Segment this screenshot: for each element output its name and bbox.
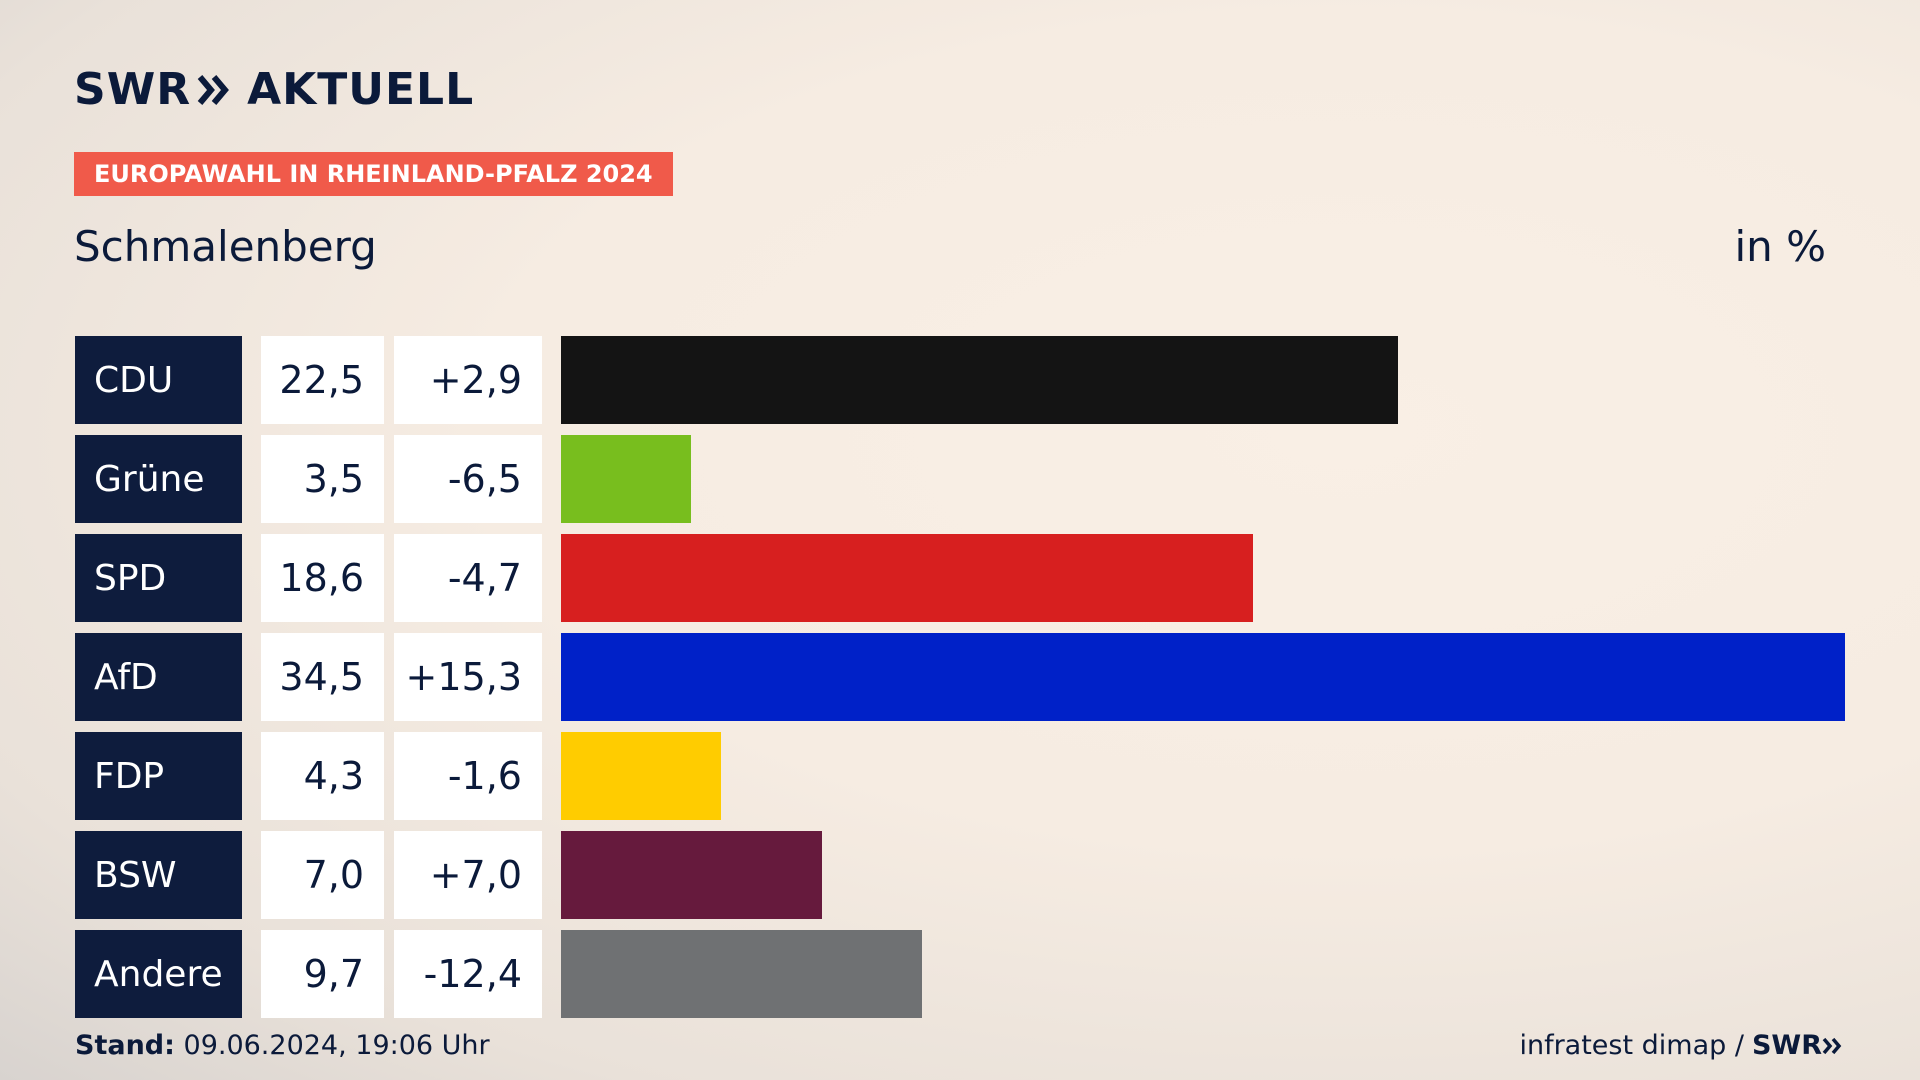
chart-row: BSW 7,0 +7,0 (0, 831, 1920, 919)
chart-row: FDP 4,3 -1,6 (0, 732, 1920, 820)
change-label: +15,3 (394, 633, 542, 721)
chart-row: SPD 18,6 -4,7 (0, 534, 1920, 622)
bar (561, 633, 1845, 721)
stand-label: Stand: (75, 1030, 175, 1061)
change-label: -1,6 (394, 732, 542, 820)
chart-row: CDU 22,5 +2,9 (0, 336, 1920, 424)
chart-row: Andere 9,7 -12,4 (0, 930, 1920, 1018)
chart-row: AfD 34,5 +15,3 (0, 633, 1920, 721)
party-label: SPD (75, 534, 242, 622)
value-label: 18,6 (261, 534, 384, 622)
change-label: -12,4 (394, 930, 542, 1018)
bar (561, 831, 822, 919)
party-label: CDU (75, 336, 242, 424)
source-text: infratest dimap / (1519, 1030, 1744, 1061)
swr-small-logo: SWR (1752, 1030, 1844, 1061)
swr-aktuell-logo: SWR AKTUELL (74, 64, 474, 115)
value-label: 4,3 (261, 732, 384, 820)
change-label: -4,7 (394, 534, 542, 622)
value-label: 7,0 (261, 831, 384, 919)
double-chevron-small-icon (1822, 1037, 1842, 1054)
election-badge: EUROPAWAHL IN RHEINLAND-PFALZ 2024 (74, 152, 673, 196)
value-label: 3,5 (261, 435, 384, 523)
source-brand: SWR (1751, 1030, 1822, 1061)
unit-label: in % (1734, 222, 1826, 271)
party-label: Grüne (75, 435, 242, 523)
value-label: 34,5 (261, 633, 384, 721)
value-label: 9,7 (261, 930, 384, 1018)
change-label: +7,0 (394, 831, 542, 919)
bar (561, 336, 1398, 424)
value-label: 22,5 (261, 336, 384, 424)
change-label: +2,9 (394, 336, 542, 424)
chart-row: Grüne 3,5 -6,5 (0, 435, 1920, 523)
brand-product: AKTUELL (247, 64, 475, 115)
change-label: -6,5 (394, 435, 542, 523)
location-title: Schmalenberg (74, 222, 377, 271)
party-label: AfD (75, 633, 242, 721)
double-chevron-icon (197, 73, 231, 107)
party-label: Andere (75, 930, 242, 1018)
timestamp: Stand: 09.06.2024, 19:06 Uhr (75, 1030, 490, 1061)
brand-name: SWR (74, 64, 192, 115)
bar (561, 534, 1253, 622)
bar (561, 435, 691, 523)
source-credit: infratest dimap / SWR (1519, 1030, 1844, 1061)
bar (561, 732, 721, 820)
bar (561, 930, 922, 1018)
party-label: BSW (75, 831, 242, 919)
stand-value: 09.06.2024, 19:06 Uhr (183, 1030, 490, 1061)
party-label: FDP (75, 732, 242, 820)
